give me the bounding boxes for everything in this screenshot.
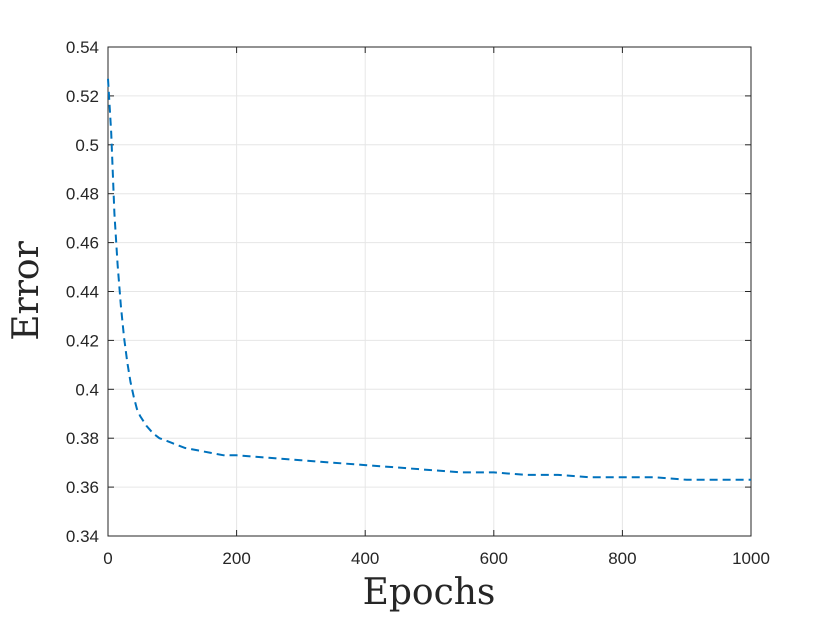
y-tick-label: 0.52 — [66, 87, 99, 106]
y-tick-label: 0.46 — [66, 234, 99, 253]
y-tick-label: 0.54 — [66, 38, 99, 57]
y-tick-label: 0.38 — [66, 429, 99, 448]
y-tick-label: 0.48 — [66, 185, 99, 204]
x-tick-label: 400 — [351, 549, 379, 568]
y-tick-label: 0.34 — [66, 527, 99, 546]
series — [107, 78, 751, 481]
y-tick-label: 0.5 — [75, 136, 99, 155]
x-tick-label: 600 — [480, 549, 508, 568]
y-tick-label: 0.44 — [66, 283, 99, 302]
x-tick-label: 0 — [103, 549, 112, 568]
series-line — [107, 78, 751, 481]
x-tick-label: 800 — [608, 549, 636, 568]
ticks: 0 200 400 600 800 1000 0.34 0.36 0.38 0.4 0.42 0.44… — [66, 38, 770, 568]
y-axis-title: Error — [6, 240, 47, 340]
x-tick-label: 200 — [222, 549, 250, 568]
x-tick-label: 1000 — [732, 549, 770, 568]
grid — [108, 47, 751, 536]
x-axis-title: Epochs — [363, 572, 496, 613]
y-tick-label: 0.4 — [75, 380, 99, 399]
y-tick-label: 0.36 — [66, 478, 99, 497]
y-tick-label: 0.42 — [66, 331, 99, 350]
